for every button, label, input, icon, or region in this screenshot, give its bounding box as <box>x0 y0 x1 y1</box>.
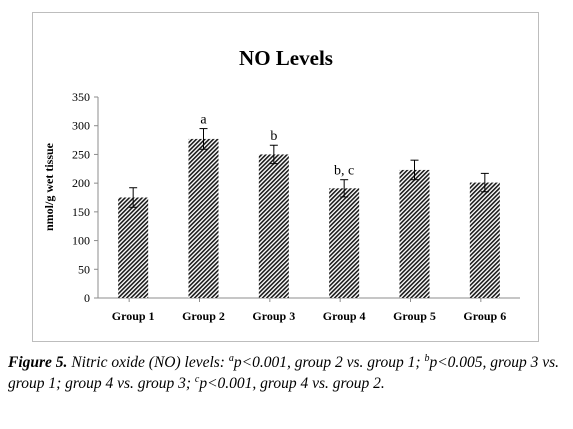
x-tick-label: Group 1 <box>112 309 155 323</box>
caption-figure-label: Figure 5. <box>8 354 68 371</box>
significance-label: b, c <box>334 164 354 179</box>
caption-text: p<0.001, group 2 vs. group 1; <box>233 354 425 371</box>
no-levels-bar-chart: NO Levels nmol/g wet tissue 0 50 100 150 200… <box>42 46 520 323</box>
y-tick-label: 200 <box>72 176 90 190</box>
caption-text: Nitric oxide (NO) levels: <box>67 354 229 371</box>
y-tick-label: 250 <box>72 147 90 161</box>
y-tick-label: 350 <box>72 90 90 104</box>
y-axis-label: nmol/g wet tissue <box>42 142 56 231</box>
significance-label: a <box>200 113 207 128</box>
y-tick-label: 0 <box>84 291 90 305</box>
chart-frame: NO Levels nmol/g wet tissue 0 50 100 150 200… <box>32 12 539 342</box>
significance-label: b <box>270 129 277 144</box>
bar <box>399 169 430 298</box>
bar <box>188 138 219 298</box>
caption-superscript: a <box>228 352 234 364</box>
x-tick-labels: Group 1 Group 2 Group 3 Group 4 Group 5 Group… <box>112 309 506 323</box>
x-tick-label: Group 4 <box>323 309 366 323</box>
y-tick-label: 300 <box>72 119 90 133</box>
bar <box>118 197 149 298</box>
y-tick-label: 50 <box>78 262 90 276</box>
x-tick-label: Group 2 <box>182 309 225 323</box>
bar <box>329 188 360 298</box>
caption-superscript: b <box>424 352 430 364</box>
bar <box>469 182 500 298</box>
y-ticks: 0 50 100 150 200 250 300 350 <box>72 90 98 305</box>
axes <box>97 97 520 302</box>
x-tick-label: Group 3 <box>252 309 295 323</box>
y-tick-label: 150 <box>72 205 90 219</box>
significance-annotations: a b b, c <box>200 113 354 179</box>
caption-superscript: c <box>194 373 200 385</box>
error-bars <box>129 128 489 208</box>
bars <box>118 138 500 298</box>
x-tick-label: Group 5 <box>393 309 436 323</box>
x-tick-label: Group 6 <box>463 309 506 323</box>
bar <box>258 154 289 298</box>
caption-text: p<0.001, group 4 vs. group 2. <box>199 375 385 392</box>
caption-text: p<0.005, group 3 vs. group 1; group 4 vs… <box>8 354 560 392</box>
y-tick-label: 100 <box>72 234 90 248</box>
figure-caption: Figure 5. Nitric oxide (NO) levels: ap<0… <box>8 352 564 394</box>
chart-title: NO Levels <box>239 46 333 70</box>
